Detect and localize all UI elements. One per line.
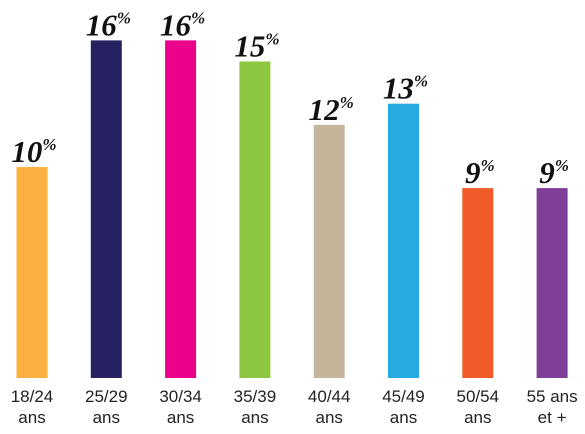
category-label-1-line-0: 25/29 xyxy=(85,387,128,406)
category-label-7-line-1: et + xyxy=(538,408,567,427)
value-label-0: 10% xyxy=(11,134,56,169)
category-label-5-line-1: ans xyxy=(390,408,417,427)
value-unit-4: % xyxy=(340,93,354,112)
value-label-7: 9% xyxy=(539,155,569,190)
bar-5 xyxy=(388,103,419,378)
category-label-1-line-1: ans xyxy=(93,408,120,427)
value-number-2: 16 xyxy=(160,7,192,42)
value-unit-1: % xyxy=(117,8,131,27)
value-number-6: 9 xyxy=(465,155,481,190)
category-label-0-line-0: 18/24 xyxy=(11,387,54,406)
value-unit-3: % xyxy=(265,30,279,49)
value-number-7: 9 xyxy=(539,155,555,190)
category-label-7-line-0: 55 ans xyxy=(527,387,578,406)
value-label-3: 15% xyxy=(234,29,279,64)
bar-4 xyxy=(313,124,345,378)
category-label-6-line-1: ans xyxy=(464,408,491,427)
value-unit-7: % xyxy=(555,156,569,175)
bar-2 xyxy=(165,40,197,379)
value-number-4: 12 xyxy=(309,92,340,127)
value-number-3: 15 xyxy=(234,29,265,64)
value-unit-5: % xyxy=(414,72,428,91)
bar-0 xyxy=(16,167,48,378)
category-label-5-line-0: 45/49 xyxy=(382,387,425,406)
value-label-1: 16% xyxy=(86,7,131,42)
category-label-6-line-0: 50/54 xyxy=(457,387,500,406)
bar-1 xyxy=(90,40,122,379)
category-label-2-line-0: 30/34 xyxy=(159,387,202,406)
value-number-0: 10 xyxy=(11,134,42,169)
bar-7 xyxy=(536,188,568,378)
category-label-0-line-1: ans xyxy=(18,408,45,427)
bar-6 xyxy=(462,188,494,378)
value-label-5: 13% xyxy=(383,71,428,106)
category-label-4-line-0: 40/44 xyxy=(308,387,351,406)
value-number-5: 13 xyxy=(383,71,414,106)
category-label-3-line-1: ans xyxy=(241,408,268,427)
value-label-2: 16% xyxy=(160,7,205,42)
bar-3 xyxy=(239,61,271,378)
category-label-2-line-1: ans xyxy=(167,408,194,427)
value-unit-6: % xyxy=(480,156,494,175)
value-unit-2: % xyxy=(191,8,205,27)
category-label-3-line-0: 35/39 xyxy=(234,387,277,406)
value-label-6: 9% xyxy=(465,155,495,190)
value-unit-0: % xyxy=(42,135,56,154)
value-label-4: 12% xyxy=(309,92,354,127)
category-label-4-line-1: ans xyxy=(315,408,342,427)
value-number-1: 16 xyxy=(86,7,118,42)
